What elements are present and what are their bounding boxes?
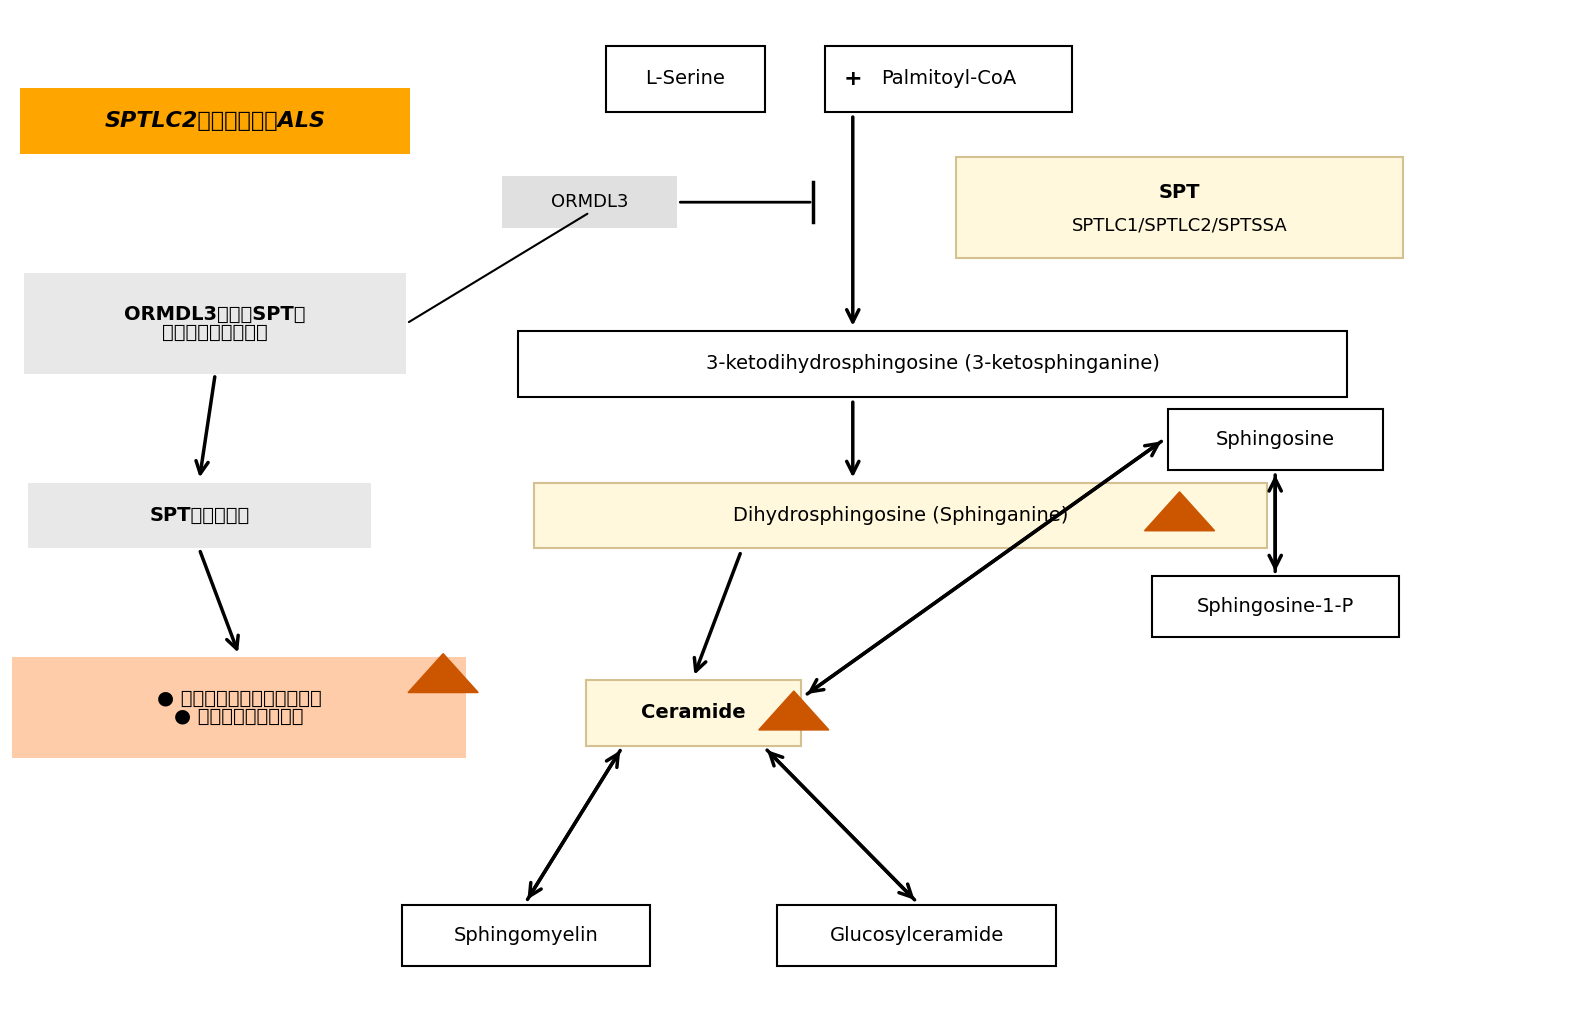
Text: L-Serine: L-Serine xyxy=(646,70,725,88)
Text: Palmitoyl-CoA: Palmitoyl-CoA xyxy=(881,70,1015,88)
FancyBboxPatch shape xyxy=(956,157,1403,258)
FancyBboxPatch shape xyxy=(24,273,406,374)
FancyBboxPatch shape xyxy=(1151,576,1400,637)
Text: ORMDL3: ORMDL3 xyxy=(552,193,628,211)
FancyBboxPatch shape xyxy=(606,45,765,111)
FancyBboxPatch shape xyxy=(534,483,1267,548)
FancyBboxPatch shape xyxy=(826,45,1071,111)
Text: +: + xyxy=(843,69,862,89)
Text: ● 蓄積による神経毒性: ● 蓄積による神経毒性 xyxy=(174,708,304,726)
FancyBboxPatch shape xyxy=(29,483,370,548)
FancyBboxPatch shape xyxy=(1167,409,1382,470)
Text: ORMDL3によるSPTの: ORMDL3によるSPTの xyxy=(124,305,306,324)
FancyBboxPatch shape xyxy=(776,905,1055,966)
Text: Dihydrosphingosine (Sphinganine): Dihydrosphingosine (Sphinganine) xyxy=(733,507,1068,525)
Text: SPT: SPT xyxy=(1159,183,1200,201)
FancyBboxPatch shape xyxy=(21,88,410,155)
FancyBboxPatch shape xyxy=(585,680,800,746)
Polygon shape xyxy=(1144,492,1215,531)
Text: SPTLC1/SPTLC2/SPTSSA: SPTLC1/SPTLC2/SPTSSA xyxy=(1071,216,1288,235)
Text: Sphingosine-1-P: Sphingosine-1-P xyxy=(1197,598,1353,616)
Text: 活性制御機能の障害: 活性制御機能の障害 xyxy=(163,324,268,342)
Text: Glucosylceramide: Glucosylceramide xyxy=(829,926,1004,944)
FancyBboxPatch shape xyxy=(13,657,465,758)
FancyBboxPatch shape xyxy=(402,905,649,966)
Text: Sphingomyelin: Sphingomyelin xyxy=(454,926,598,944)
Text: SPTの活性亢進: SPTの活性亢進 xyxy=(150,507,249,525)
Polygon shape xyxy=(759,692,829,730)
Text: SPTLC2遺伝子変異のALS: SPTLC2遺伝子変異のALS xyxy=(105,111,325,131)
Text: 3-ketodihydrosphingosine (3-ketosphinganine): 3-ketodihydrosphingosine (3-ketosphingan… xyxy=(706,355,1159,373)
Text: Sphingosine: Sphingosine xyxy=(1216,431,1334,449)
FancyBboxPatch shape xyxy=(518,331,1347,397)
FancyBboxPatch shape xyxy=(502,176,677,228)
Text: ● スフィンゴ脂質の合成増加: ● スフィンゴ脂質の合成増加 xyxy=(156,690,322,708)
Polygon shape xyxy=(408,654,478,693)
Text: Ceramide: Ceramide xyxy=(641,704,746,722)
